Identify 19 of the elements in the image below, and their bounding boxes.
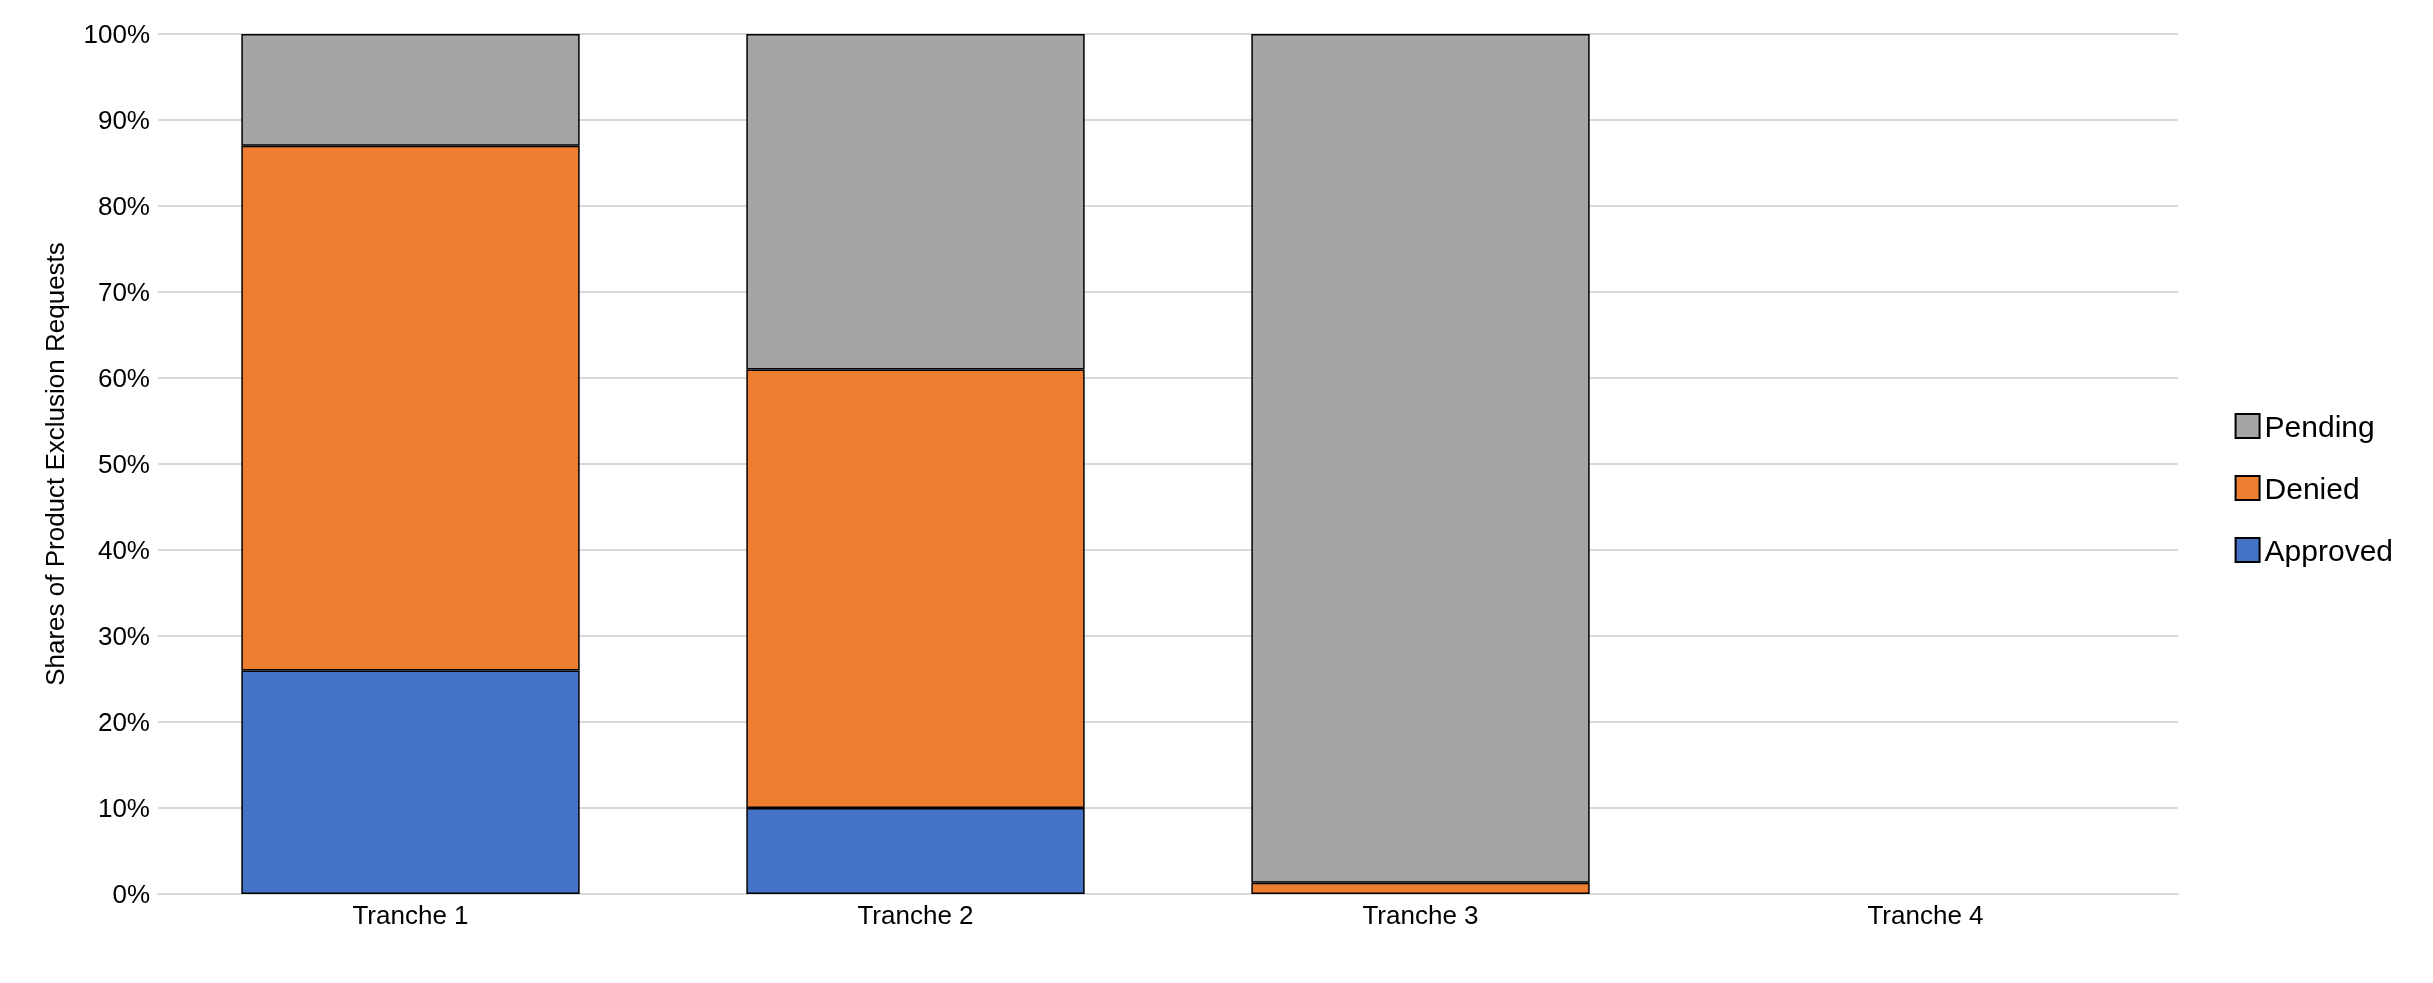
legend-label: Approved	[2264, 533, 2394, 567]
y-axis-title: Shares of Product Exclusion Requests	[40, 242, 70, 686]
y-tick-label: 30%	[97, 621, 150, 651]
x-tick-label: Tranche 2	[857, 900, 974, 930]
legend-label: Denied	[2264, 471, 2360, 505]
y-tick-label: 40%	[97, 535, 150, 565]
y-tick-label: 20%	[97, 707, 150, 737]
x-tick-label: Tranche 4	[1867, 900, 1984, 930]
y-tick-label: 0%	[112, 879, 150, 909]
legend-label: Pending	[2264, 409, 2375, 443]
y-tick-label: 90%	[97, 105, 150, 135]
y-tick-label: 60%	[97, 363, 150, 393]
x-tick-label: Tranche 1	[352, 900, 469, 930]
y-tick-label: 70%	[97, 277, 150, 307]
x-tick-label: Tranche 3	[1362, 900, 1479, 930]
y-tick-label: 50%	[97, 449, 150, 479]
y-tick-label: 100%	[83, 19, 150, 49]
y-tick-label: 80%	[97, 191, 150, 221]
y-tick-label: 10%	[97, 793, 150, 823]
